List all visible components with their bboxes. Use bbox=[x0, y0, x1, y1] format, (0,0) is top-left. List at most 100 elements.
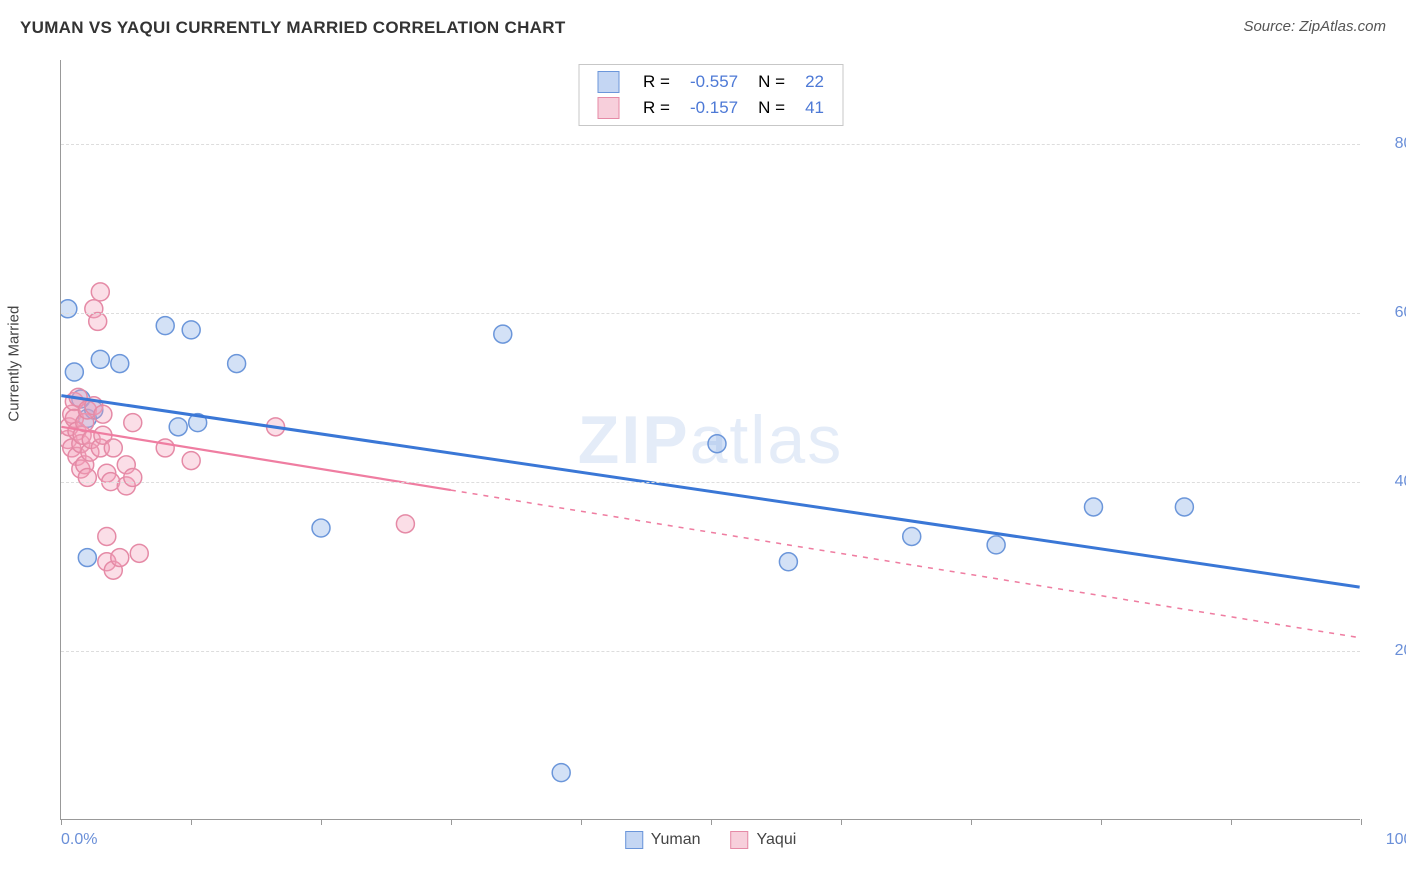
scatter-point bbox=[61, 431, 77, 449]
scatter-point bbox=[94, 426, 112, 444]
scatter-point bbox=[124, 468, 142, 486]
scatter-point bbox=[182, 452, 200, 470]
watermark: ZIPatlas bbox=[578, 401, 843, 479]
stat-n-label: N = bbox=[748, 69, 795, 95]
legend-stat-row: R =-0.157N =41 bbox=[587, 95, 834, 121]
scatter-point bbox=[182, 321, 200, 339]
scatter-point bbox=[494, 325, 512, 343]
scatter-point bbox=[68, 422, 86, 440]
x-tick-mark bbox=[1101, 819, 1102, 825]
scatter-point bbox=[94, 405, 112, 423]
stat-r-value: -0.557 bbox=[680, 69, 748, 95]
plot-area: ZIPatlas R =-0.557N =22R =-0.157N =41 0.… bbox=[60, 60, 1360, 820]
scatter-point bbox=[61, 300, 77, 318]
scatter-point bbox=[78, 549, 96, 567]
scatter-point bbox=[65, 393, 83, 411]
scatter-point bbox=[78, 468, 96, 486]
scatter-point bbox=[124, 414, 142, 432]
scatter-point bbox=[85, 401, 103, 419]
x-tick-mark bbox=[581, 819, 582, 825]
legend-swatch bbox=[587, 95, 633, 121]
x-tick-mark bbox=[1231, 819, 1232, 825]
gridline-h bbox=[61, 651, 1360, 652]
x-tick-mark bbox=[451, 819, 452, 825]
scatter-point bbox=[267, 418, 285, 436]
scatter-point bbox=[63, 405, 81, 423]
scatter-point bbox=[61, 418, 78, 436]
legend-swatch bbox=[625, 831, 643, 849]
scatter-point bbox=[73, 426, 91, 444]
scatter-point bbox=[111, 355, 129, 373]
scatter-point bbox=[98, 464, 116, 482]
x-tick-mark bbox=[841, 819, 842, 825]
scatter-point bbox=[63, 439, 81, 457]
y-axis-label: Currently Married bbox=[6, 306, 23, 422]
watermark-bold: ZIP bbox=[578, 402, 690, 478]
scatter-point bbox=[156, 439, 174, 457]
chart-header: YUMAN VS YAQUI CURRENTLY MARRIED CORRELA… bbox=[0, 0, 1406, 38]
scatter-point bbox=[76, 456, 94, 474]
scatter-point bbox=[117, 477, 135, 495]
watermark-light: atlas bbox=[690, 402, 844, 478]
scatter-point bbox=[189, 414, 207, 432]
scatter-point bbox=[130, 544, 148, 562]
scatter-point bbox=[111, 549, 129, 567]
x-tick-mark bbox=[711, 819, 712, 825]
legend-label: Yuman bbox=[651, 831, 701, 848]
gridline-h bbox=[61, 482, 1360, 483]
scatter-point bbox=[1085, 498, 1103, 516]
trend-line-solid bbox=[61, 396, 1359, 587]
y-tick-label: 40.0% bbox=[1370, 473, 1406, 491]
scatter-point bbox=[102, 473, 120, 491]
scatter-point bbox=[156, 317, 174, 335]
scatter-point bbox=[708, 435, 726, 453]
x-axis-min-label: 0.0% bbox=[61, 831, 97, 849]
x-axis-max-label: 100.0% bbox=[1386, 831, 1406, 849]
y-tick-label: 60.0% bbox=[1370, 304, 1406, 322]
legend-label: Yaqui bbox=[757, 831, 797, 848]
scatter-point bbox=[78, 401, 96, 419]
scatter-point bbox=[779, 553, 797, 571]
scatter-point bbox=[228, 355, 246, 373]
trend-line-solid bbox=[61, 427, 450, 490]
gridline-h bbox=[61, 313, 1360, 314]
correlation-legend: R =-0.557N =22R =-0.157N =41 bbox=[578, 64, 843, 126]
chart-title: YUMAN VS YAQUI CURRENTLY MARRIED CORRELA… bbox=[20, 18, 566, 38]
y-tick-label: 80.0% bbox=[1370, 135, 1406, 153]
stat-r-value: -0.157 bbox=[680, 95, 748, 121]
scatter-point bbox=[69, 388, 87, 406]
scatter-point bbox=[85, 300, 103, 318]
plot-wrap: Currently Married ZIPatlas R =-0.557N =2… bbox=[20, 50, 1386, 892]
legend-item: Yaqui bbox=[731, 831, 797, 849]
scatter-point bbox=[552, 764, 570, 782]
legend-swatch bbox=[731, 831, 749, 849]
x-tick-mark bbox=[1361, 819, 1362, 825]
source-label: Source: ZipAtlas.com bbox=[1243, 18, 1386, 35]
gridline-h bbox=[61, 144, 1360, 145]
stat-n-value: 41 bbox=[795, 95, 834, 121]
x-tick-mark bbox=[321, 819, 322, 825]
series-legend: Yuman Yaqui bbox=[625, 831, 797, 849]
stat-n-label: N = bbox=[748, 95, 795, 121]
scatter-point bbox=[65, 363, 83, 381]
scatter-point bbox=[169, 418, 187, 436]
scatter-point bbox=[76, 414, 94, 432]
legend-item: Yuman bbox=[625, 831, 701, 849]
scatter-point bbox=[1175, 498, 1193, 516]
y-tick-label: 20.0% bbox=[1370, 642, 1406, 660]
stat-r-label: R = bbox=[633, 95, 680, 121]
scatter-point bbox=[91, 283, 109, 301]
scatter-point bbox=[987, 536, 1005, 554]
scatter-point bbox=[104, 561, 122, 579]
stat-r-label: R = bbox=[633, 69, 680, 95]
scatter-point bbox=[903, 527, 921, 545]
x-tick-mark bbox=[971, 819, 972, 825]
scatter-point bbox=[396, 515, 414, 533]
scatter-point bbox=[98, 553, 116, 571]
scatter-point bbox=[72, 390, 90, 408]
scatter-point bbox=[78, 409, 96, 427]
scatter-point bbox=[72, 435, 90, 453]
x-tick-mark bbox=[191, 819, 192, 825]
scatter-point bbox=[65, 409, 83, 427]
legend-swatch bbox=[587, 69, 633, 95]
